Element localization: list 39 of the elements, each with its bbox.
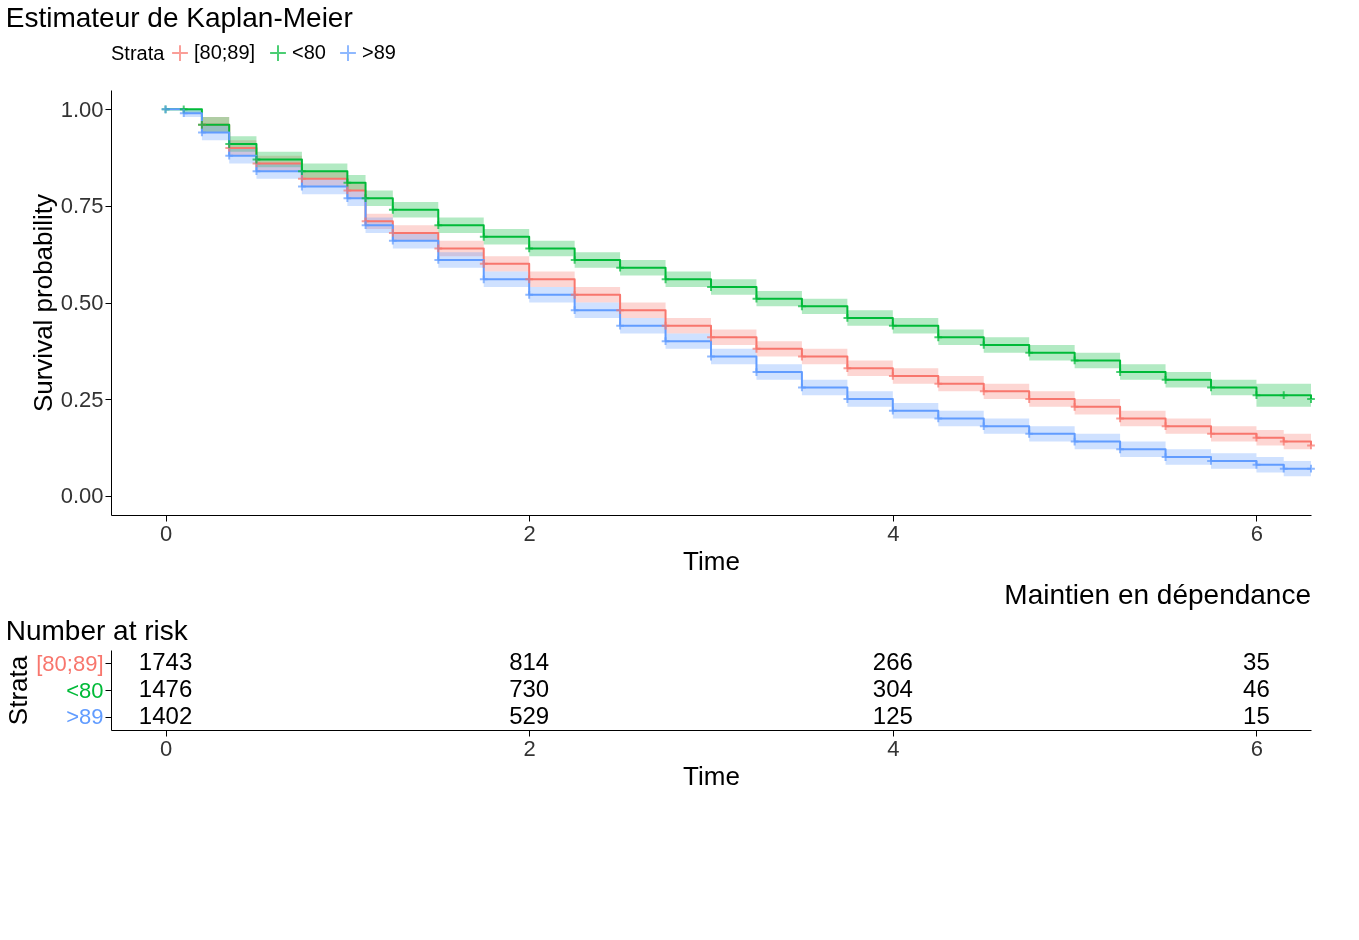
data-label: 304 xyxy=(872,675,913,702)
x-tick-label: 0 xyxy=(159,735,173,761)
y-tick-label: 0.00 xyxy=(60,483,104,509)
data-label: 1402 xyxy=(138,701,193,729)
legend-label: [80;89] xyxy=(194,41,256,64)
y-tick-label: >89 xyxy=(66,704,104,730)
x-axis-title: Time xyxy=(683,760,740,791)
legend-title: Strata xyxy=(111,42,166,64)
y-tick-label: 0.25 xyxy=(60,386,104,412)
y-tick-label: 0.75 xyxy=(60,193,104,219)
data-label: 814 xyxy=(509,648,550,676)
x-tick-label: 2 xyxy=(523,520,536,546)
y-tick-label: [80;89] xyxy=(36,650,104,676)
data-label: 1743 xyxy=(138,648,193,676)
text: Maintien en dépendance xyxy=(1004,579,1311,610)
data-label: 46 xyxy=(1243,675,1270,702)
y-axis-title: Survival probability xyxy=(27,193,58,413)
data-label: 730 xyxy=(509,675,550,702)
x-tick-label: 0 xyxy=(159,520,173,546)
data-label: 529 xyxy=(509,701,550,729)
legend-label: >89 xyxy=(362,41,396,64)
data-label: 15 xyxy=(1243,701,1270,729)
legend-label: <80 xyxy=(292,41,326,64)
y-tick-label: 0.50 xyxy=(60,290,104,315)
data-label: 125 xyxy=(872,701,913,729)
data-label: 1476 xyxy=(138,675,193,702)
x-tick-label: 4 xyxy=(887,735,900,761)
x-tick-label: 6 xyxy=(1250,735,1264,761)
y-axis-title: Strata xyxy=(3,655,34,726)
x-tick-label: 6 xyxy=(1250,520,1264,546)
x-axis-title: Time xyxy=(683,545,740,576)
x-tick-label: 4 xyxy=(887,520,900,546)
chart-title: Number at risk xyxy=(5,615,189,646)
x-tick-label: 2 xyxy=(523,735,536,761)
data-label: 35 xyxy=(1243,648,1270,676)
y-tick-label: 1.00 xyxy=(60,96,104,122)
chart-title: Estimateur de Kaplan-Meier xyxy=(5,2,353,33)
y-tick-label: <80 xyxy=(66,677,104,703)
data-label: 266 xyxy=(872,648,913,676)
